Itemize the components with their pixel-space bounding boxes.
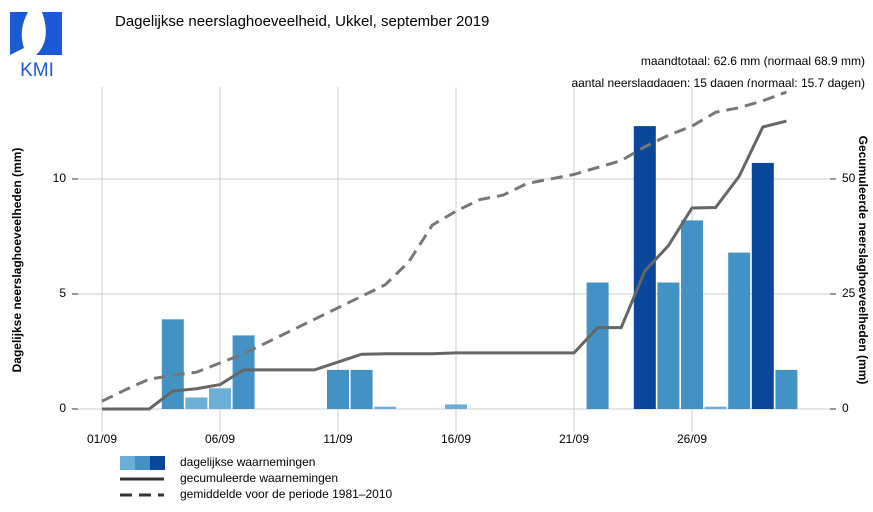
y2-tick-label: 50 — [842, 171, 856, 185]
bar — [445, 404, 467, 409]
bar — [728, 252, 751, 409]
bar — [350, 369, 373, 409]
bar — [327, 369, 349, 409]
legend-swatch — [120, 456, 135, 470]
y-tick-label: 0 — [59, 401, 66, 415]
y2-axis-label: Gecumuleerde neerslaghoeveelheden (mm) — [856, 136, 870, 385]
x-tick-label: 06/09 — [205, 432, 235, 446]
logo-shape — [36, 12, 62, 55]
bar — [209, 388, 231, 409]
line — [101, 90, 787, 403]
y-axis-label: Dagelijkse neerslaghoeveelheden (mm) — [10, 148, 24, 373]
legend-swatch — [135, 456, 150, 470]
line — [102, 119, 787, 411]
bar — [657, 282, 680, 409]
annotation: aantal neerslagdagen: 15 dagen (normaal:… — [571, 76, 865, 90]
bar — [586, 282, 609, 409]
bar — [633, 126, 656, 409]
legend-label: dagelijkse waarnemingen — [180, 455, 315, 469]
plot-area — [78, 87, 830, 432]
annotation: maandtotaal: 62.6 mm (normaal 68.9 mm) — [641, 54, 865, 68]
legend-label: gemiddelde voor de periode 1981–2010 — [180, 487, 392, 501]
y2-tick-label: 25 — [842, 286, 856, 300]
bar — [374, 406, 397, 409]
bar — [185, 397, 208, 409]
bar — [681, 220, 703, 409]
x-tick-label: 16/09 — [441, 432, 471, 446]
y-tick-label: 5 — [59, 286, 66, 300]
x-tick-label: 26/09 — [677, 432, 707, 446]
bar — [751, 162, 774, 409]
y2-tick-label: 0 — [842, 401, 849, 415]
bar — [775, 369, 798, 409]
logo-shape — [10, 12, 28, 55]
logo-text: KMI — [20, 60, 54, 81]
bar — [161, 319, 184, 409]
x-tick-label: 01/09 — [87, 432, 117, 446]
x-tick-label: 21/09 — [559, 432, 589, 446]
chart-title: Dagelijkse neerslaghoeveelheid, Ukkel, s… — [115, 13, 489, 30]
x-tick-label: 11/09 — [323, 432, 352, 446]
logo: KMI — [10, 12, 62, 81]
legend-swatch — [150, 456, 165, 470]
bar — [232, 335, 255, 409]
legend-label: gecumuleerde waarnemingen — [180, 471, 338, 485]
bar — [704, 406, 727, 409]
y-tick-label: 10 — [53, 171, 67, 185]
